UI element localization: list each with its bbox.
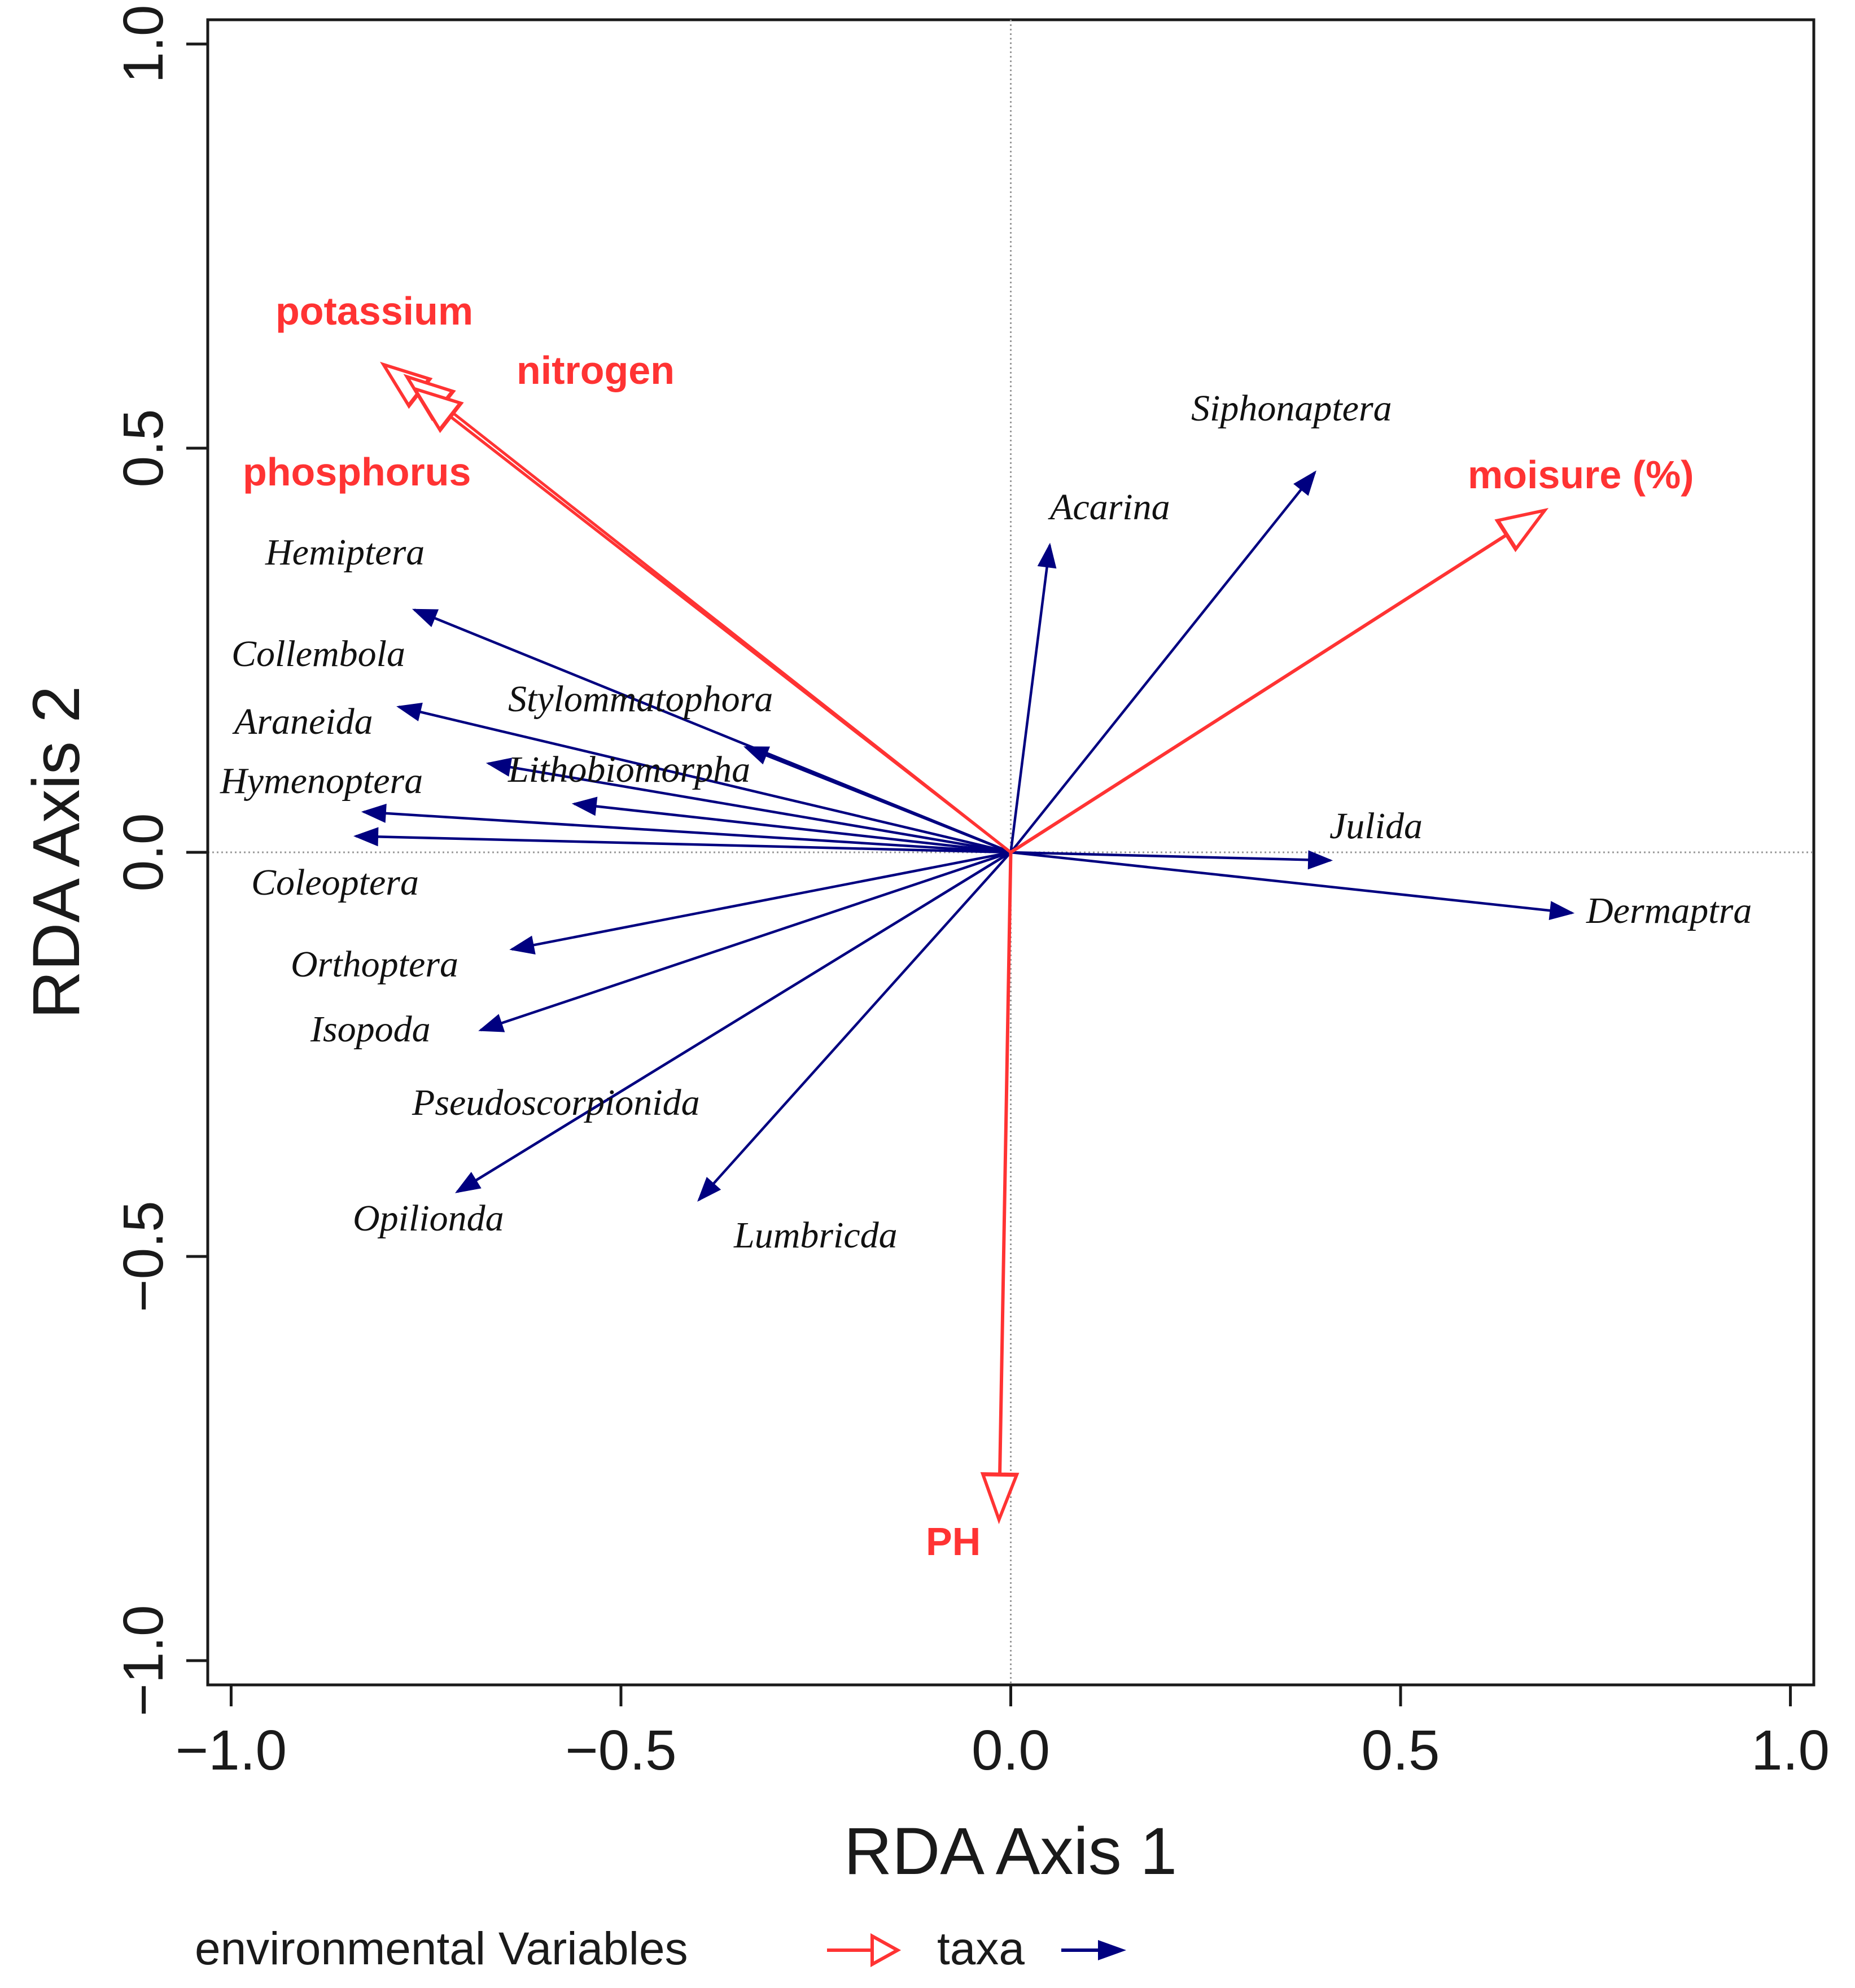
env-label-nitrogen: nitrogen: [517, 348, 675, 392]
taxa-label-araneida: Araneida: [232, 701, 373, 742]
taxa-arrow-orthoptera: [509, 851, 1011, 954]
taxa-arrows: [353, 470, 1575, 1202]
env-arrows: [379, 361, 1549, 1525]
taxa-label-acarina: Acarina: [1048, 487, 1170, 528]
y-tick-label: 0.0: [112, 813, 175, 891]
taxa-label-siphonaptera: Siphonaptera: [1191, 388, 1392, 429]
y-tick-label: 1.0: [112, 5, 175, 83]
taxa-label-orthoptera: Orthoptera: [291, 944, 458, 985]
taxa-arrow-lithobiomorpha: [571, 796, 1011, 854]
x-tick-label: 0.5: [1362, 1719, 1440, 1782]
legend-taxa-arrowhead-icon: [1098, 1940, 1126, 1960]
taxa-arrow-acarina: [1009, 542, 1057, 853]
env-labels: potassium nitrogen phosphorus moisure (%…: [243, 289, 1694, 1564]
env-arrow-phosphorus: [411, 386, 1012, 853]
env-label-ph: PH: [926, 1520, 981, 1564]
taxa-arrow-coleoptera: [353, 827, 1011, 854]
legend-label-taxa: taxa: [937, 1923, 1025, 1974]
taxa-label-isopoda: Isopoda: [310, 1009, 431, 1050]
taxa-label-dermaptra: Dermaptra: [1586, 890, 1752, 931]
env-arrow-moisure: [1009, 507, 1549, 854]
y-axis: −1.0 −0.5 0.0 0.5 1.0: [112, 5, 209, 1716]
env-label-moisture: moisure (%): [1468, 453, 1694, 497]
legend: environmental Variables taxa: [195, 1923, 1126, 1974]
taxa-arrow-collembola: [396, 702, 1012, 854]
taxa-label-stylommatophora: Stylommatophora: [508, 678, 773, 720]
env-arrow-ph: [980, 852, 1020, 1525]
taxa-arrow-julida: [1010, 850, 1333, 870]
taxa-label-lithobiomorpha: Lithobiomorpha: [508, 749, 750, 790]
x-tick-label: 0.0: [972, 1719, 1050, 1782]
x-axis-title: RDA Axis 1: [844, 1814, 1177, 1889]
taxa-arrow-stylommatophora: [743, 746, 1012, 854]
y-tick-label: −1.0: [112, 1605, 175, 1716]
x-axis: −1.0 −0.5 0.0 0.5 1.0: [176, 1683, 1830, 1782]
x-tick-label: −1.0: [176, 1719, 287, 1782]
x-tick-label: −0.5: [565, 1719, 676, 1782]
x-tick-label: 1.0: [1751, 1719, 1830, 1782]
taxa-arrow-hymenoptera: [361, 803, 1011, 854]
taxa-arrow-dermaptra: [1010, 851, 1575, 921]
taxa-label-hemiptera: Hemiptera: [265, 532, 425, 573]
taxa-arrow-siphonaptera: [1009, 470, 1316, 853]
taxa-arrow-lumbricda: [697, 851, 1012, 1202]
legend-env-arrowhead-icon: [870, 1933, 902, 1968]
taxa-label-pseudoscorpionida: Pseudoscorpionida: [412, 1082, 700, 1123]
y-tick-label: 0.5: [112, 409, 175, 487]
taxa-arrow-araneida: [485, 757, 1011, 854]
taxa-label-collembola: Collembola: [231, 633, 405, 675]
env-label-potassium: potassium: [275, 289, 473, 333]
taxa-label-opilionda: Opilionda: [353, 1198, 504, 1239]
env-label-phosphorus: phosphorus: [243, 450, 471, 494]
taxa-labels: Siphonaptera Acarina Hemiptera Collembol…: [220, 388, 1752, 1256]
y-axis-title: RDA Axis 2: [19, 686, 94, 1019]
taxa-label-hymenoptera: Hymenoptera: [220, 760, 423, 802]
taxa-label-coleoptera: Coleoptera: [251, 862, 419, 903]
taxa-label-lumbricda: Lumbricda: [733, 1215, 898, 1256]
legend-label-environmental: environmental Variables: [195, 1923, 688, 1974]
taxa-arrow-opilionda: [455, 851, 1012, 1193]
y-tick-label: −0.5: [112, 1201, 175, 1312]
taxa-arrow-isopoda: [478, 851, 1012, 1032]
taxa-label-julida: Julida: [1329, 805, 1423, 847]
